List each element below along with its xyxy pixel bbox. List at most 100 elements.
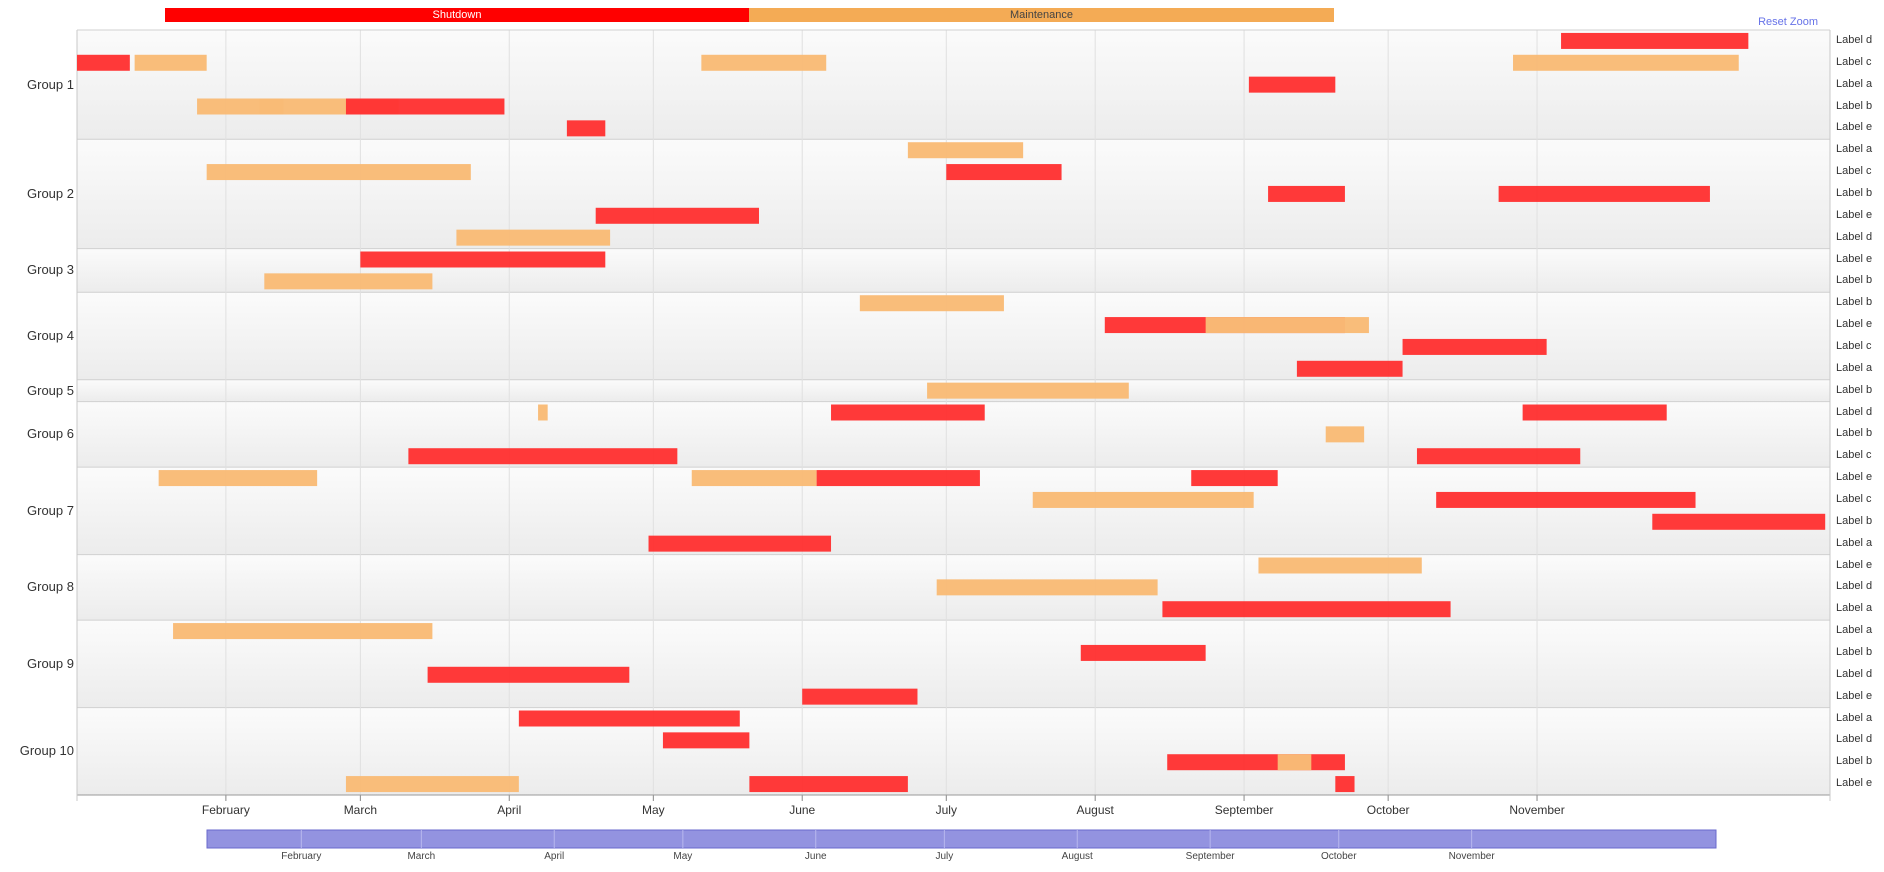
shutdown-task-bar[interactable] <box>648 535 832 552</box>
shutdown-task-bar[interactable] <box>427 666 630 683</box>
maintenance-task-bar[interactable] <box>538 404 548 421</box>
maintenance-task-bar[interactable] <box>927 382 1129 399</box>
row-label: Label b <box>1836 186 1873 199</box>
shutdown-task-bar[interactable] <box>1561 32 1749 49</box>
navigator-month-label: September <box>1185 851 1235 862</box>
maintenance-task-bar[interactable] <box>907 142 1024 159</box>
shutdown-task-bar[interactable] <box>662 732 750 749</box>
shutdown-task-bar[interactable] <box>1080 644 1206 661</box>
shutdown-task-bar[interactable] <box>595 207 759 224</box>
maintenance-task-bar[interactable] <box>1325 426 1365 443</box>
shutdown-task-bar[interactable] <box>1652 513 1826 530</box>
navigator-month-label: November <box>1448 851 1495 862</box>
group-label: Group 8 <box>27 579 74 595</box>
row-label: Label d <box>1836 405 1873 418</box>
row-label: Label b <box>1836 99 1873 112</box>
row-label: Label e <box>1836 121 1873 134</box>
shutdown-task-bar[interactable] <box>1522 404 1667 421</box>
maintenance-task-bar[interactable] <box>173 623 433 640</box>
row-label: Label c <box>1836 449 1872 462</box>
group-label: Group 10 <box>19 743 74 759</box>
shutdown-task-bar[interactable] <box>1498 185 1710 202</box>
row-label: Label a <box>1836 77 1873 90</box>
maintenance-task-bar[interactable] <box>158 470 318 487</box>
maintenance-task-bar[interactable] <box>134 54 207 71</box>
maintenance-task-bar[interactable] <box>1258 557 1422 574</box>
group-label: Group 9 <box>27 655 74 671</box>
row-label: Label e <box>1836 689 1873 702</box>
maintenance-task-bar[interactable] <box>1277 754 1312 771</box>
shutdown-task-bar[interactable] <box>1268 185 1345 202</box>
shutdown-task-bar[interactable] <box>360 251 606 268</box>
shutdown-task-bar[interactable] <box>946 164 1062 181</box>
month-label: November <box>1509 803 1565 817</box>
maintenance-task-bar[interactable] <box>345 776 519 793</box>
maintenance-task-bar[interactable] <box>691 470 817 487</box>
row-label: Label a <box>1836 361 1873 374</box>
maintenance-task-bar[interactable] <box>456 229 611 246</box>
month-label: July <box>935 803 957 817</box>
row-label: Label e <box>1836 777 1873 790</box>
shutdown-task-bar[interactable] <box>1416 448 1581 465</box>
row-label: Label a <box>1836 711 1873 724</box>
shutdown-task-bar[interactable] <box>77 54 130 71</box>
shutdown-task-bar[interactable] <box>408 448 678 465</box>
maintenance-task-bar[interactable] <box>936 579 1158 596</box>
row-label: Label b <box>1836 755 1873 768</box>
shutdown-task-bar[interactable] <box>345 98 505 115</box>
group-label: Group 5 <box>27 382 74 398</box>
shutdown-task-bar[interactable] <box>1167 754 1345 771</box>
shutdown-task-bar[interactable] <box>802 688 918 705</box>
shutdown-task-bar[interactable] <box>518 710 740 727</box>
row-label: Label b <box>1836 427 1873 440</box>
navigator-month-label: August <box>1061 851 1093 862</box>
row-label: Label e <box>1836 208 1873 221</box>
maintenance-task-bar[interactable] <box>264 273 433 290</box>
navigator-month-label: April <box>544 851 565 862</box>
shutdown-task-bar[interactable] <box>1248 76 1336 93</box>
shutdown-task-bar[interactable] <box>1402 338 1547 355</box>
row-label: Label e <box>1836 318 1873 331</box>
reset-zoom-button[interactable]: Reset Zoom <box>1758 16 1818 28</box>
row-label: Label d <box>1836 230 1873 243</box>
group-label: Group 7 <box>27 502 74 518</box>
shutdown-task-bar[interactable] <box>1436 491 1696 508</box>
row-label: Label a <box>1836 624 1873 637</box>
group-label: Group 4 <box>27 328 74 343</box>
month-label: August <box>1076 803 1114 817</box>
maintenance-task-bar[interactable] <box>1205 317 1369 334</box>
month-label: October <box>1366 803 1410 817</box>
month-label: June <box>789 803 816 817</box>
shutdown-task-bar[interactable] <box>816 470 980 487</box>
maintenance-task-bar[interactable] <box>206 164 471 181</box>
row-label: Label d <box>1836 733 1873 746</box>
month-label: May <box>641 803 665 817</box>
row-label: Label c <box>1836 492 1872 505</box>
row-label: Label d <box>1836 667 1873 680</box>
row-label: Label e <box>1836 252 1873 265</box>
group-band <box>77 30 1830 140</box>
shutdown-task-bar[interactable] <box>1191 470 1278 487</box>
month-label: March <box>343 803 378 817</box>
maintenance-task-bar[interactable] <box>1513 54 1739 71</box>
navigator-month-label: October <box>1320 851 1357 862</box>
row-label: Label d <box>1836 33 1873 46</box>
shutdown-task-bar[interactable] <box>1162 601 1451 618</box>
shutdown-task-bar[interactable] <box>831 404 985 421</box>
shutdown-task-bar[interactable] <box>749 776 908 793</box>
maintenance-task-bar[interactable] <box>701 54 827 71</box>
legend-maintenance[interactable]: Maintenance <box>749 8 1334 22</box>
maintenance-task-bar[interactable] <box>859 295 1004 312</box>
maintenance-task-bar[interactable] <box>1032 491 1254 508</box>
month-label: September <box>1214 803 1274 817</box>
navigator-month-label: July <box>935 851 954 862</box>
row-label: Label d <box>1836 580 1873 593</box>
shutdown-task-bar[interactable] <box>566 120 606 137</box>
shutdown-task-bar[interactable] <box>1296 360 1403 377</box>
navigator-range[interactable] <box>206 829 1717 849</box>
legend-shutdown[interactable]: Shutdown <box>165 8 749 22</box>
row-label: Label a <box>1836 602 1873 615</box>
row-label: Label a <box>1836 536 1873 549</box>
shutdown-task-bar[interactable] <box>1335 776 1355 793</box>
